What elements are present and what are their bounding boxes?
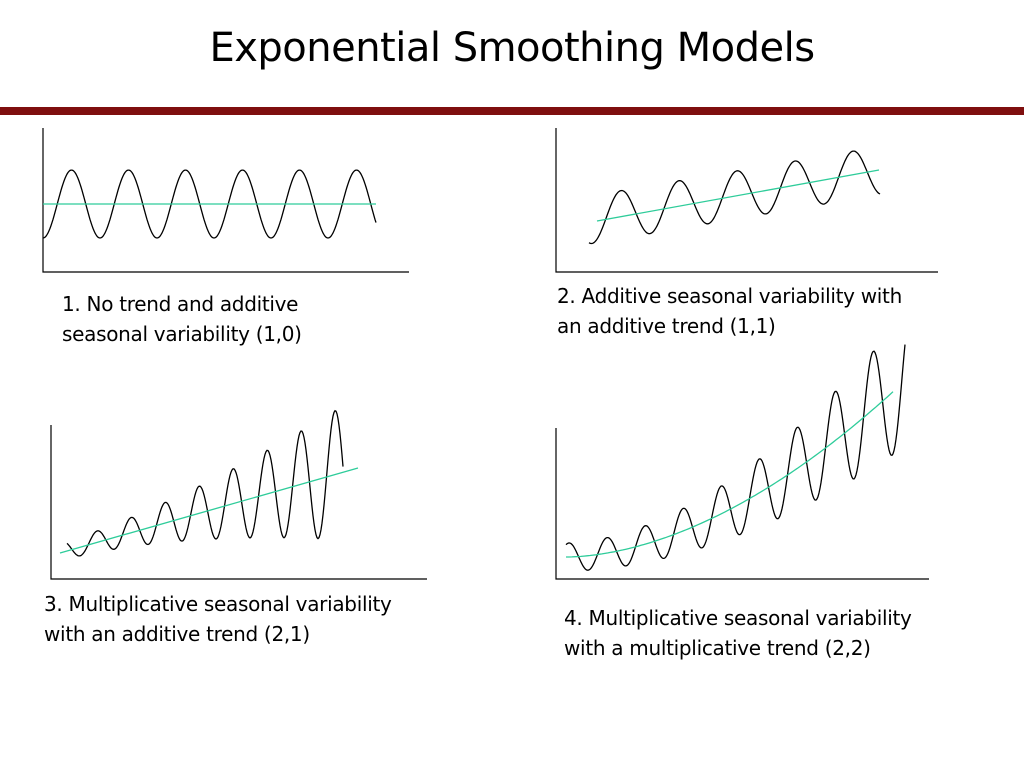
panel-2-series-curve: [588, 150, 881, 245]
panel-4-trend-line: [566, 391, 894, 558]
caption-panel-3: 3. Multiplicative seasonal variability w…: [44, 589, 392, 649]
panel-multiplicative-trend-multiplicative: [555, 344, 929, 580]
panel-2-axes: [555, 128, 938, 273]
caption-line: seasonal variability (1,0): [62, 322, 302, 346]
caption-line: 1. No trend and additive: [62, 292, 299, 316]
panel-4-axes: [555, 428, 929, 580]
title-rule: [0, 107, 1024, 115]
slide-title: Exponential Smoothing Models: [209, 25, 815, 71]
panel-2-trend-line: [596, 169, 880, 222]
panel-3-series-curve: [66, 409, 344, 557]
caption-panel-2: 2. Additive seasonal variability with an…: [557, 281, 902, 341]
panel-3-trend-line: [59, 467, 359, 554]
caption-line: 2. Additive seasonal variability with: [557, 284, 902, 308]
caption-line: with an additive trend (2,1): [44, 622, 310, 646]
caption-line: with a multiplicative trend (2,2): [564, 636, 871, 660]
panel-additive-trend-additive: [555, 128, 938, 273]
panel-additive-trend-multiplicative: [50, 409, 427, 580]
caption-panel-1: 1. No trend and additive seasonal variab…: [62, 289, 302, 349]
panel-1-axes: [42, 128, 409, 273]
caption-line: 4. Multiplicative seasonal variability: [564, 606, 912, 630]
caption-line: 3. Multiplicative seasonal variability: [44, 592, 392, 616]
panel-4-series-curve: [565, 344, 906, 571]
panel-3-axes: [50, 425, 427, 580]
panel-no-trend-additive: [42, 128, 409, 273]
caption-panel-4: 4. Multiplicative seasonal variability w…: [564, 603, 912, 663]
panel-1-series-curve: [42, 169, 377, 239]
caption-line: an additive trend (1,1): [557, 314, 776, 338]
